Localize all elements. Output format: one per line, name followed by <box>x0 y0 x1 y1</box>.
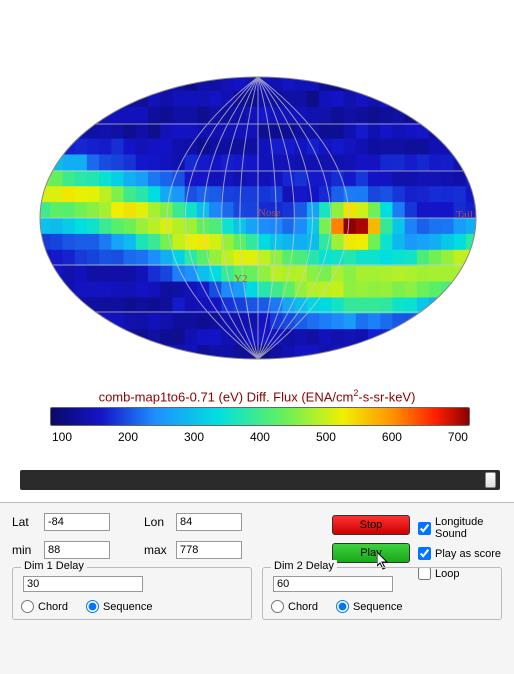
dim1-fieldset: Dim 1 Delay Chord Sequence <box>12 567 252 620</box>
dim2-chord-radio[interactable]: Chord <box>271 600 318 613</box>
delay-fieldsets: Dim 1 Delay Chord Sequence Dim 2 Delay C… <box>12 567 502 620</box>
dim1-legend: Dim 1 Delay <box>21 560 87 572</box>
annotation-y2: Y2 <box>234 273 247 285</box>
slider-thumb[interactable] <box>485 472 496 488</box>
dim1-sequence-label: Sequence <box>103 601 153 613</box>
play-as-score-label: Play as score <box>435 548 501 560</box>
annotation-nose: Nose <box>258 207 281 219</box>
play-button[interactable]: Play <box>332 543 410 563</box>
lon-input[interactable] <box>176 513 242 531</box>
dim1-chord-label: Chord <box>38 601 68 613</box>
dim2-sequence-radio[interactable]: Sequence <box>336 600 403 613</box>
longitude-sound-label: Longitude Sound <box>435 516 514 540</box>
dim1-sequence-radio[interactable]: Sequence <box>86 600 153 613</box>
control-panel: Stop Play Longitude Sound Play as score … <box>0 502 514 674</box>
play-as-score-check[interactable]: Play as score <box>418 547 514 560</box>
dim2-legend: Dim 2 Delay <box>271 560 337 572</box>
dim1-delay-input[interactable] <box>23 576 143 592</box>
colorbar-gradient <box>50 407 470 426</box>
dim2-fieldset: Dim 2 Delay Chord Sequence <box>262 567 502 620</box>
figure-caption: comb-map1to6-0.71 (eV) Diff. Flux (ENA/c… <box>0 388 514 405</box>
caption-text-suffix: -s-sr-keV) <box>358 389 415 404</box>
dim2-chord-label: Chord <box>288 601 318 613</box>
visualization-panel: Nose Tail Y2 comb-map1to6-0.71 (eV) Diff… <box>0 0 514 502</box>
slider-track[interactable] <box>20 470 500 490</box>
lat-label: Lat <box>12 515 38 529</box>
dim2-sequence-label: Sequence <box>353 601 403 613</box>
colorbar: 100200300400500600700 <box>50 407 470 444</box>
lon-label: Lon <box>144 515 170 529</box>
sky-map-container: Nose Tail Y2 <box>38 75 478 361</box>
lat-input[interactable] <box>44 513 110 531</box>
dim2-sequence-radio-input[interactable] <box>336 600 349 613</box>
dim1-chord-radio-input[interactable] <box>21 600 34 613</box>
stop-button[interactable]: Stop <box>332 515 410 535</box>
play-button-label: Play <box>360 547 381 559</box>
min-input[interactable] <box>44 541 110 559</box>
dim2-delay-input[interactable] <box>273 576 393 592</box>
min-label: min <box>12 543 38 557</box>
longitude-sound-check[interactable]: Longitude Sound <box>418 516 514 540</box>
dim1-sequence-radio-input[interactable] <box>86 600 99 613</box>
dim1-chord-radio[interactable]: Chord <box>21 600 68 613</box>
longitude-sound-checkbox[interactable] <box>418 522 431 535</box>
colorbar-ticks: 100200300400500600700 <box>50 430 470 444</box>
max-input[interactable] <box>176 541 242 559</box>
time-slider[interactable] <box>20 470 500 494</box>
annotation-tail: Tail <box>456 209 473 221</box>
button-column: Stop Play <box>332 515 410 571</box>
caption-text-prefix: comb-map1to6-0.71 (eV) Diff. Flux (ENA/c… <box>99 389 354 404</box>
max-label: max <box>144 543 170 557</box>
play-as-score-checkbox[interactable] <box>418 547 431 560</box>
dim2-chord-radio-input[interactable] <box>271 600 284 613</box>
